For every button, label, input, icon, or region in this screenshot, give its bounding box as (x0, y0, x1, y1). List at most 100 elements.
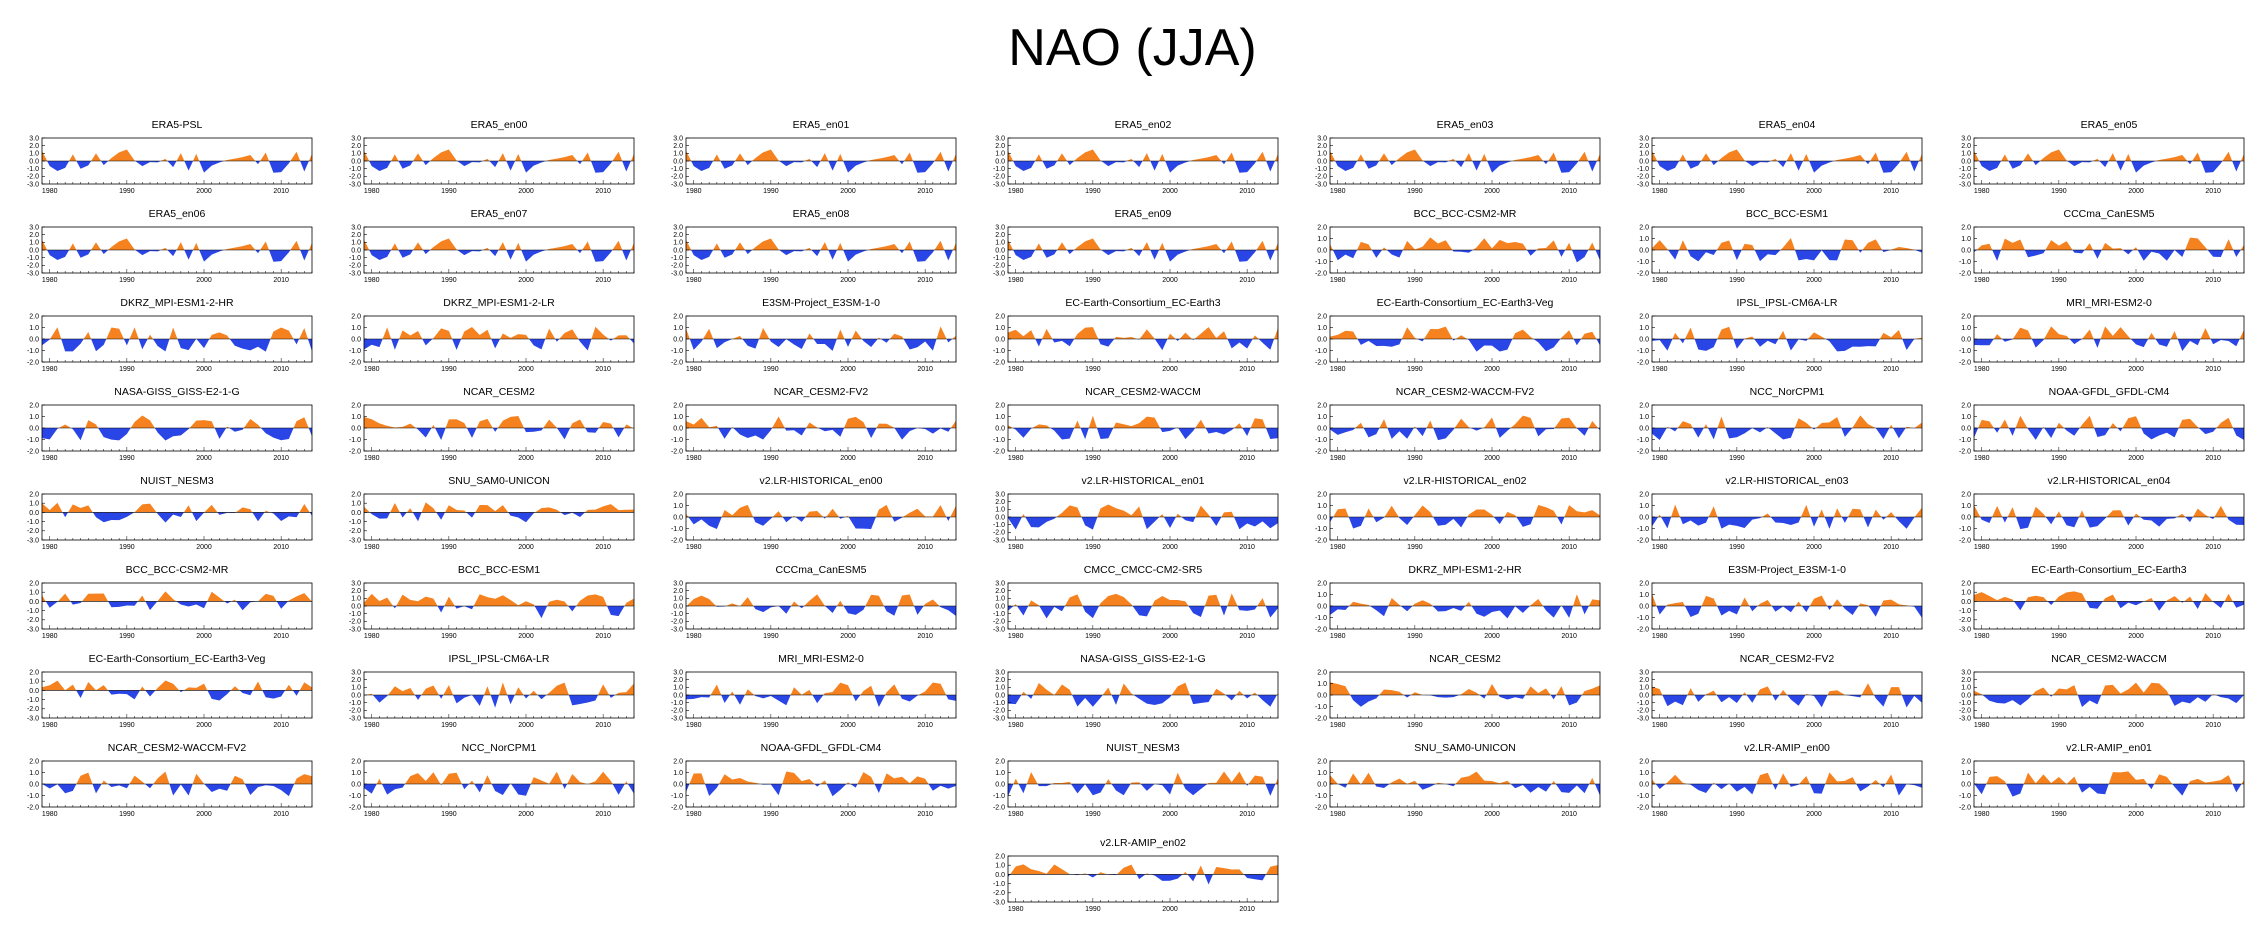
y-tick-label: 2.0 (1639, 402, 1649, 409)
nao-panel: ERA5_en06 3.0 2.0 1.0 0.0 -1.0 -2.0 -3.0 1980 199… (0, 205, 322, 295)
plot-frame (41, 493, 313, 541)
y-tick-label: 2.0 (673, 313, 683, 320)
y-tick-label: 1.0 (1639, 414, 1649, 421)
x-tick-label: 1980 (1652, 455, 1668, 462)
y-tick-label: -2.0 (349, 263, 361, 270)
y-tick-label: -2.0 (349, 359, 361, 366)
y-tick-label: 2.0 (1639, 224, 1649, 231)
y-tick-label: -1.0 (671, 793, 683, 800)
y-tick-label: -3.0 (349, 715, 361, 722)
x-tick-label: 1990 (441, 811, 457, 818)
x-tick-label: 1990 (2051, 455, 2067, 462)
y-tick-label: -3.0 (671, 626, 683, 633)
x-tick-label: 1990 (1729, 188, 1745, 195)
x-tick-label: 1980 (1974, 633, 1990, 640)
y-tick-label: 0.0 (1639, 336, 1649, 343)
x-tick-label: 2000 (518, 366, 534, 373)
y-tick-label: -3.0 (27, 626, 39, 633)
y-tick-label: 1.0 (351, 414, 361, 421)
x-tick-label: 1980 (686, 366, 702, 373)
x-tick-label: 1980 (1008, 811, 1024, 818)
y-tick-label: -2.0 (1315, 715, 1327, 722)
y-tick-label: 0.0 (29, 688, 39, 695)
x-tick-label: 2000 (2128, 722, 2144, 729)
y-tick-label: 0.0 (995, 247, 1005, 254)
panel-chart: NCAR_CESM2-WACCM-FV2 2.0 1.0 0.0 -1.0 -2.0198… (1315, 386, 1601, 462)
x-tick-label: 1990 (441, 188, 457, 195)
y-tick-label: -2.0 (671, 619, 683, 626)
x-tick-label: 1980 (1008, 722, 1024, 729)
y-tick-label: 2.0 (1961, 491, 1971, 498)
panel-title: NASA-GISS_GISS-E2-1-G (1080, 653, 1205, 665)
positive-area (1008, 593, 1278, 606)
panel-chart: EC-Earth-Consortium_EC-Earth3 2.0 1.0 0.0 -1… (1959, 564, 2245, 640)
panel-title: NUIST_NESM3 (1106, 742, 1180, 754)
x-tick-label: 2000 (1162, 544, 1178, 551)
y-tick-label: 3.0 (1317, 135, 1327, 142)
y-tick-label: 2.0 (1639, 580, 1649, 587)
y-tick-label: -1.0 (349, 611, 361, 618)
nao-panel: BCC_BCC-CSM2-MR 2.0 1.0 0.0 -1.0 -2.0 1980 1990… (1288, 205, 1610, 295)
x-tick-label: 2010 (2205, 544, 2221, 551)
y-tick-label: -2.0 (1959, 617, 1971, 624)
y-tick-label: 2.0 (673, 677, 683, 684)
y-tick-label: -2.0 (27, 617, 39, 624)
nao-panel: MRI_MRI-ESM2-0 3.0 2.0 1.0 0.0 -1.0 -2.0 -3.0 19… (644, 650, 966, 740)
y-tick-label: -2.0 (1315, 270, 1327, 277)
negative-area (1652, 606, 1922, 618)
x-tick-label: 2000 (1806, 188, 1822, 195)
y-tick-label: -2.0 (1315, 537, 1327, 544)
y-tick-label: -2.0 (1959, 359, 1971, 366)
x-tick-label: 2000 (196, 277, 212, 284)
y-tick-label: -2.0 (1315, 448, 1327, 455)
y-tick-label: 2.0 (995, 313, 1005, 320)
y-tick-label: -1.0 (1959, 166, 1971, 173)
x-tick-label: 1990 (1407, 188, 1423, 195)
y-tick-label: 0.0 (1639, 247, 1649, 254)
y-tick-label: 1.0 (1961, 590, 1971, 597)
x-tick-label: 2010 (1239, 633, 1255, 640)
y-tick-label: 0.0 (1317, 336, 1327, 343)
panel-title: BCC_BCC-ESM1 (458, 564, 540, 576)
x-tick-label: 1990 (1085, 811, 1101, 818)
nao-panel: NCAR_CESM2 2.0 1.0 0.0 -1.0 -2.0 1980 1990 2000 2… (322, 383, 644, 473)
negative-area (1330, 428, 1600, 441)
y-tick-label: -2.0 (993, 448, 1005, 455)
x-tick-label: 1990 (441, 455, 457, 462)
positive-area (42, 591, 312, 602)
y-tick-label: -1.0 (1315, 615, 1327, 622)
positive-area (1330, 149, 1600, 161)
x-tick-label: 1980 (364, 455, 380, 462)
y-tick-label: -2.0 (671, 537, 683, 544)
x-tick-label: 2010 (1883, 455, 1899, 462)
positive-area (686, 149, 956, 161)
panel-title: DKRZ_MPI-ESM1-2-HR (1408, 564, 1522, 576)
x-tick-label: 1980 (42, 544, 58, 551)
x-tick-label: 2000 (1806, 366, 1822, 373)
x-tick-label: 1990 (763, 366, 779, 373)
panel-title: NCAR_CESM2-WACCM-FV2 (108, 742, 247, 754)
x-tick-label: 2000 (840, 366, 856, 373)
x-tick-label: 2000 (1806, 722, 1822, 729)
negative-area (686, 784, 956, 797)
y-tick-label: -2.0 (993, 804, 1005, 811)
x-tick-label: 1990 (2051, 544, 2067, 551)
panel-title: v2.LR-HISTORICAL_en01 (1082, 475, 1205, 487)
y-tick-label: -1.0 (1637, 526, 1649, 533)
y-tick-label: -2.0 (1959, 174, 1971, 181)
x-tick-label: 2010 (2205, 277, 2221, 284)
x-tick-label: 1990 (763, 722, 779, 729)
panel-title: CMCC_CMCC-CM2-SR5 (1084, 564, 1203, 576)
y-tick-label: 0.0 (1317, 514, 1327, 521)
x-tick-label: 1980 (1974, 811, 1990, 818)
y-tick-label: -3.0 (349, 626, 361, 633)
y-tick-label: 2.0 (29, 402, 39, 409)
y-tick-label: -3.0 (671, 181, 683, 188)
x-tick-label: 1990 (2051, 188, 2067, 195)
x-tick-label: 2010 (1561, 544, 1577, 551)
x-tick-label: 2000 (1484, 811, 1500, 818)
positive-area (686, 238, 956, 250)
